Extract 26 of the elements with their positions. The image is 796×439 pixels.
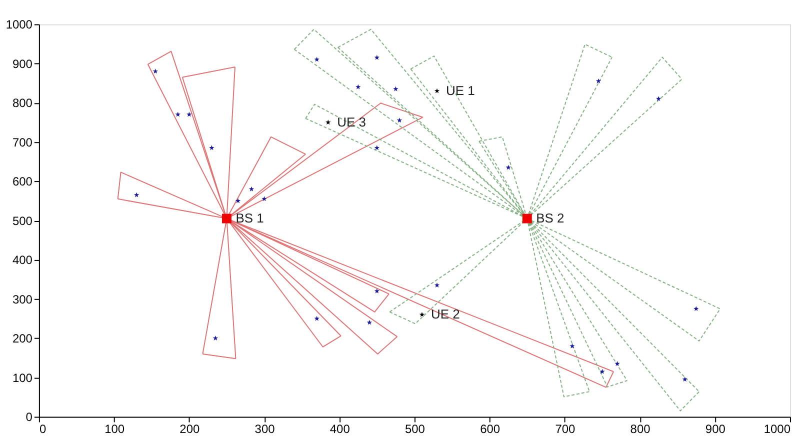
x-tick-label: 1000 <box>764 422 791 436</box>
y-tick-label: 100 <box>12 370 33 385</box>
x-tick-label: 400 <box>330 422 350 436</box>
y-tick-label: 800 <box>12 96 33 110</box>
y-tick-label: 700 <box>12 135 33 150</box>
series-label: UE 1 <box>446 82 475 98</box>
x-tick-label: 300 <box>254 422 276 436</box>
y-tick-label: 500 <box>12 214 33 228</box>
y-tick-label: 0 <box>26 410 33 424</box>
y-tick-label: 400 <box>12 253 33 268</box>
x-tick-label: 200 <box>180 422 200 436</box>
y-tick-label: 200 <box>12 332 33 346</box>
x-tick-label: 900 <box>705 422 726 436</box>
y-tick-label: 300 <box>12 292 33 306</box>
series-label: BS 2 <box>536 210 564 226</box>
y-tick-label: 1000 <box>6 18 33 32</box>
series-label: BS 1 <box>236 210 264 226</box>
x-tick-label: 800 <box>630 422 651 436</box>
x-tick-label: 700 <box>555 422 576 436</box>
series-label: UE 3 <box>337 114 366 130</box>
y-tick-label: 600 <box>12 174 33 189</box>
x-tick-label: 600 <box>480 422 500 436</box>
x-tick-label: 500 <box>404 422 426 436</box>
y-tick-label: 900 <box>12 56 33 71</box>
x-tick-label: 0 <box>39 422 46 436</box>
x-tick-label: 100 <box>104 422 125 436</box>
